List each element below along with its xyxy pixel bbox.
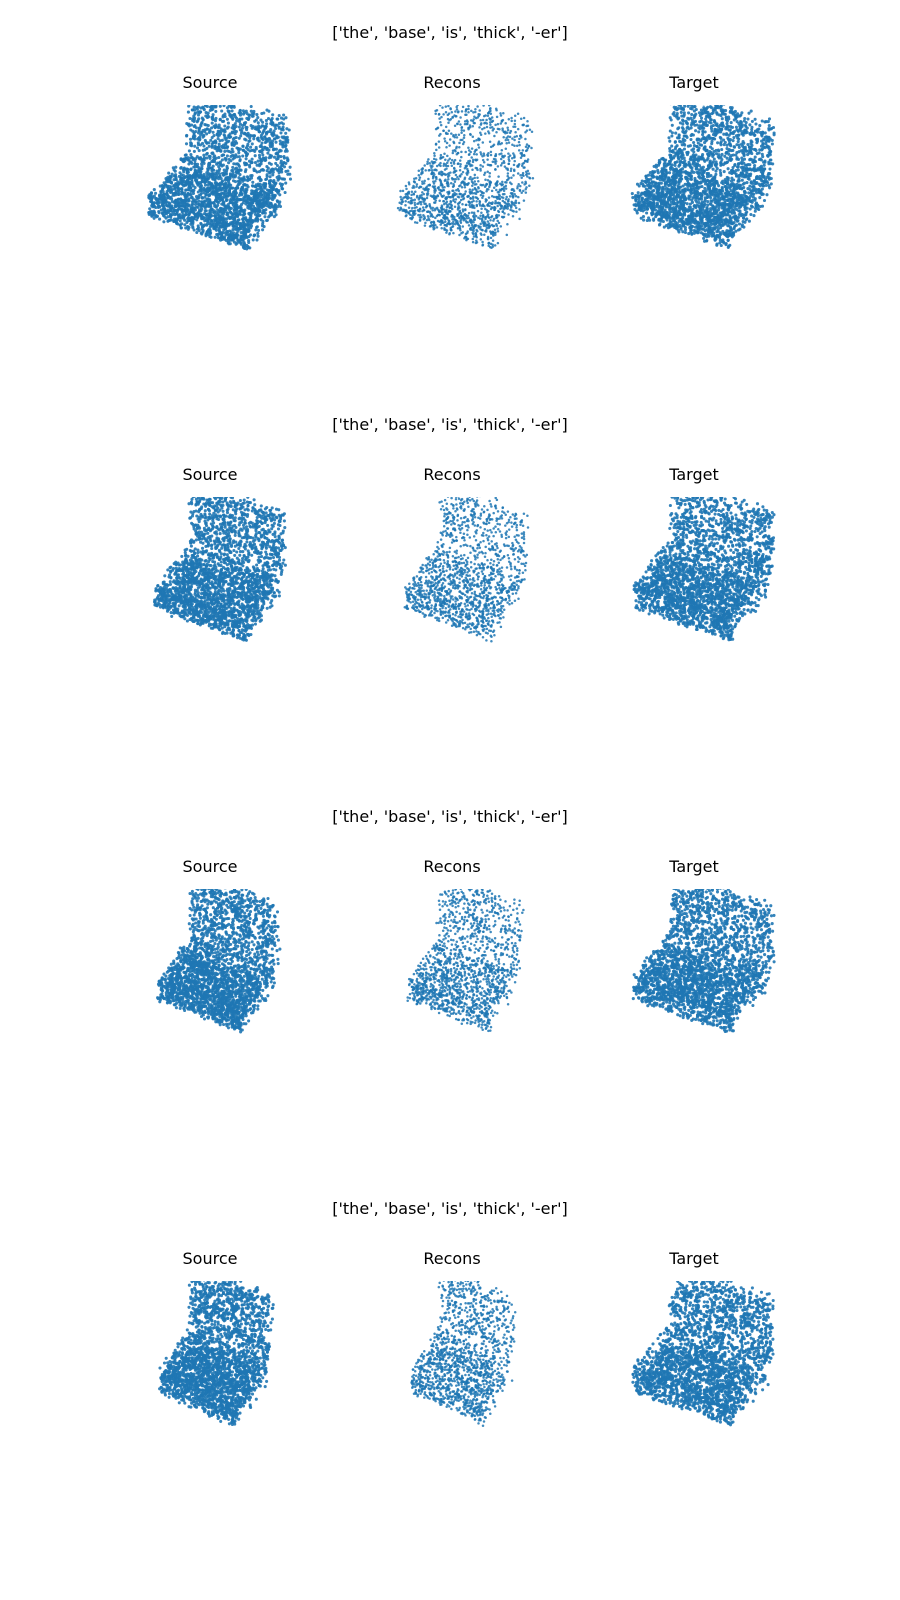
row-4-recons-pointcloud	[410, 1281, 517, 1427]
row-1-recons-label: Recons	[352, 73, 552, 93]
row-1-source-label: Source	[110, 73, 310, 93]
row-1-target-label: Target	[594, 73, 794, 93]
row-1-target-pointcloud	[630, 105, 776, 249]
row-3-target-label: Target	[594, 857, 794, 877]
row-3-recons-label: Recons	[352, 857, 552, 877]
row-4-source-pointcloud	[158, 1281, 275, 1427]
row-2-source-pointcloud	[152, 497, 287, 642]
row-3-target-pointcloud	[631, 889, 776, 1034]
row-1-source-pointcloud	[147, 105, 293, 251]
row-4-source-label: Source	[110, 1249, 310, 1269]
row-3-source-label: Source	[110, 857, 310, 877]
row-2-caption: ['the', 'base', 'is', 'thick', '-er']	[0, 415, 900, 435]
row-4-caption: ['the', 'base', 'is', 'thick', '-er']	[0, 1199, 900, 1219]
row-3-recons-pointcloud	[406, 889, 525, 1033]
row-1-caption: ['the', 'base', 'is', 'thick', '-er']	[0, 23, 900, 43]
row-3-caption: ['the', 'base', 'is', 'thick', '-er']	[0, 807, 900, 827]
row-2-recons-pointcloud	[403, 497, 530, 643]
row-3-source-pointcloud	[156, 889, 282, 1034]
row-2-recons-label: Recons	[352, 465, 552, 485]
row-1-recons-pointcloud	[396, 105, 535, 250]
row-2-source-label: Source	[110, 465, 310, 485]
row-4-target-label: Target	[594, 1249, 794, 1269]
row-4-target-pointcloud	[631, 1281, 775, 1427]
row-4-recons-label: Recons	[352, 1249, 552, 1269]
row-2-target-pointcloud	[632, 497, 776, 642]
row-2-target-label: Target	[594, 465, 794, 485]
